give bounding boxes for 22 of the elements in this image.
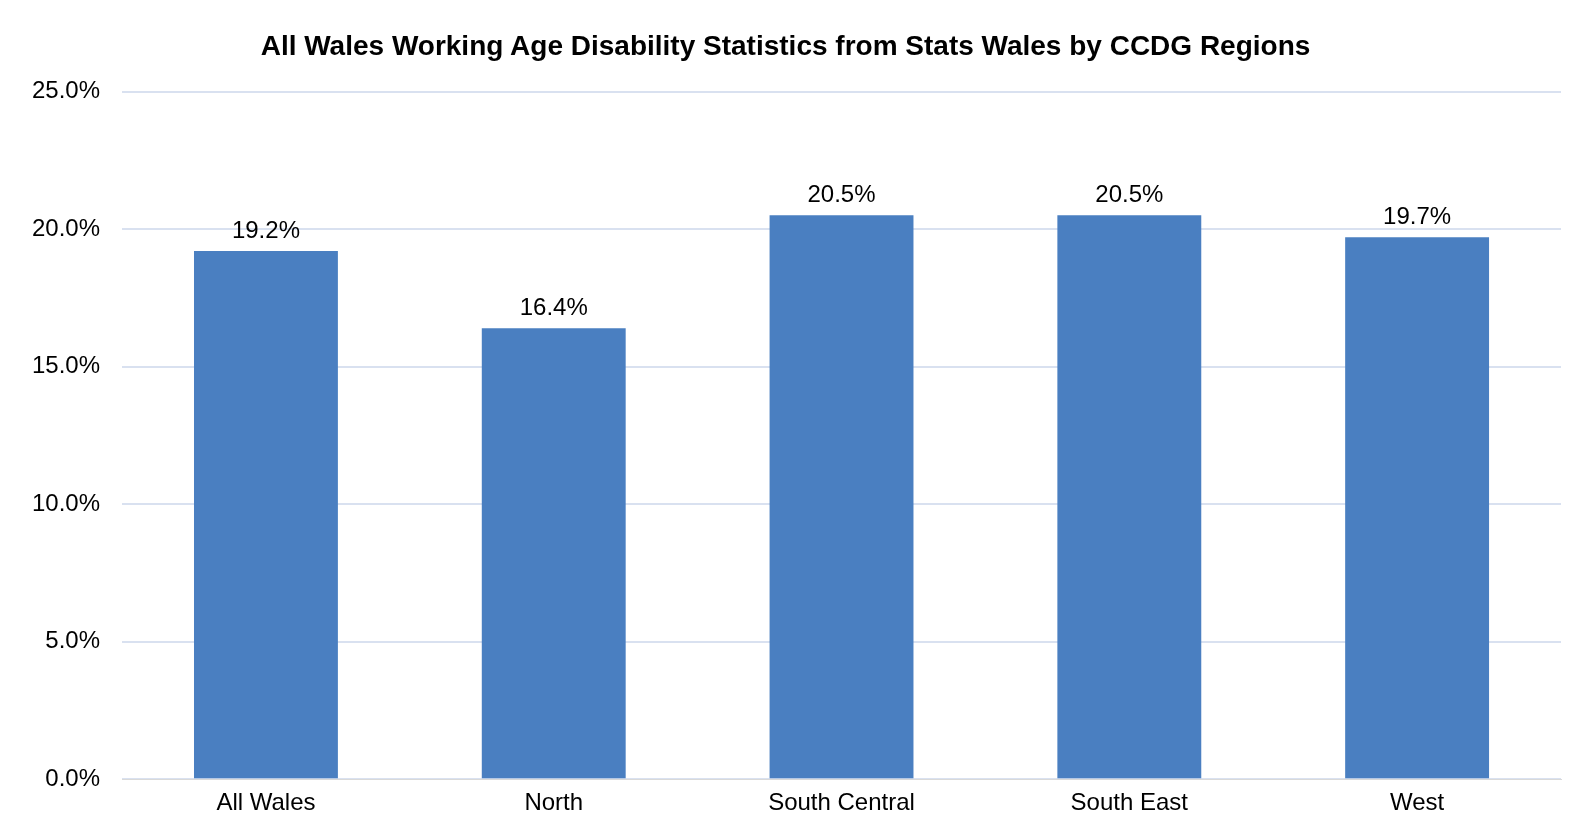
data-label: 20.5% — [1095, 179, 1164, 207]
x-tick-label: All Wales — [216, 788, 316, 816]
x-tick-label: South Central — [768, 788, 915, 816]
data-label: 19.2% — [231, 215, 300, 243]
chart-title: All Wales Working Age Disability Statistics from Stats Wales by CCDG Regions — [260, 29, 1311, 61]
bar — [769, 215, 914, 779]
y-tick-label: 10.0% — [31, 488, 101, 516]
x-tick-label: South East — [1070, 788, 1189, 816]
bar — [1345, 237, 1490, 779]
y-tick-label: 0.0% — [45, 763, 101, 791]
data-label: 20.5% — [807, 179, 876, 207]
x-tick-label: West — [1389, 788, 1445, 816]
bar — [194, 251, 338, 779]
y-tick-label: 20.0% — [31, 213, 101, 241]
y-tick-label: 15.0% — [31, 351, 101, 379]
bar — [1057, 215, 1202, 779]
data-label: 16.4% — [519, 292, 588, 320]
x-tick-label: North — [524, 788, 584, 816]
y-tick-label: 5.0% — [45, 626, 101, 654]
data-label: 19.7% — [1383, 202, 1452, 229]
y-tick-label: 25.0% — [31, 76, 101, 104]
bar — [481, 328, 626, 779]
